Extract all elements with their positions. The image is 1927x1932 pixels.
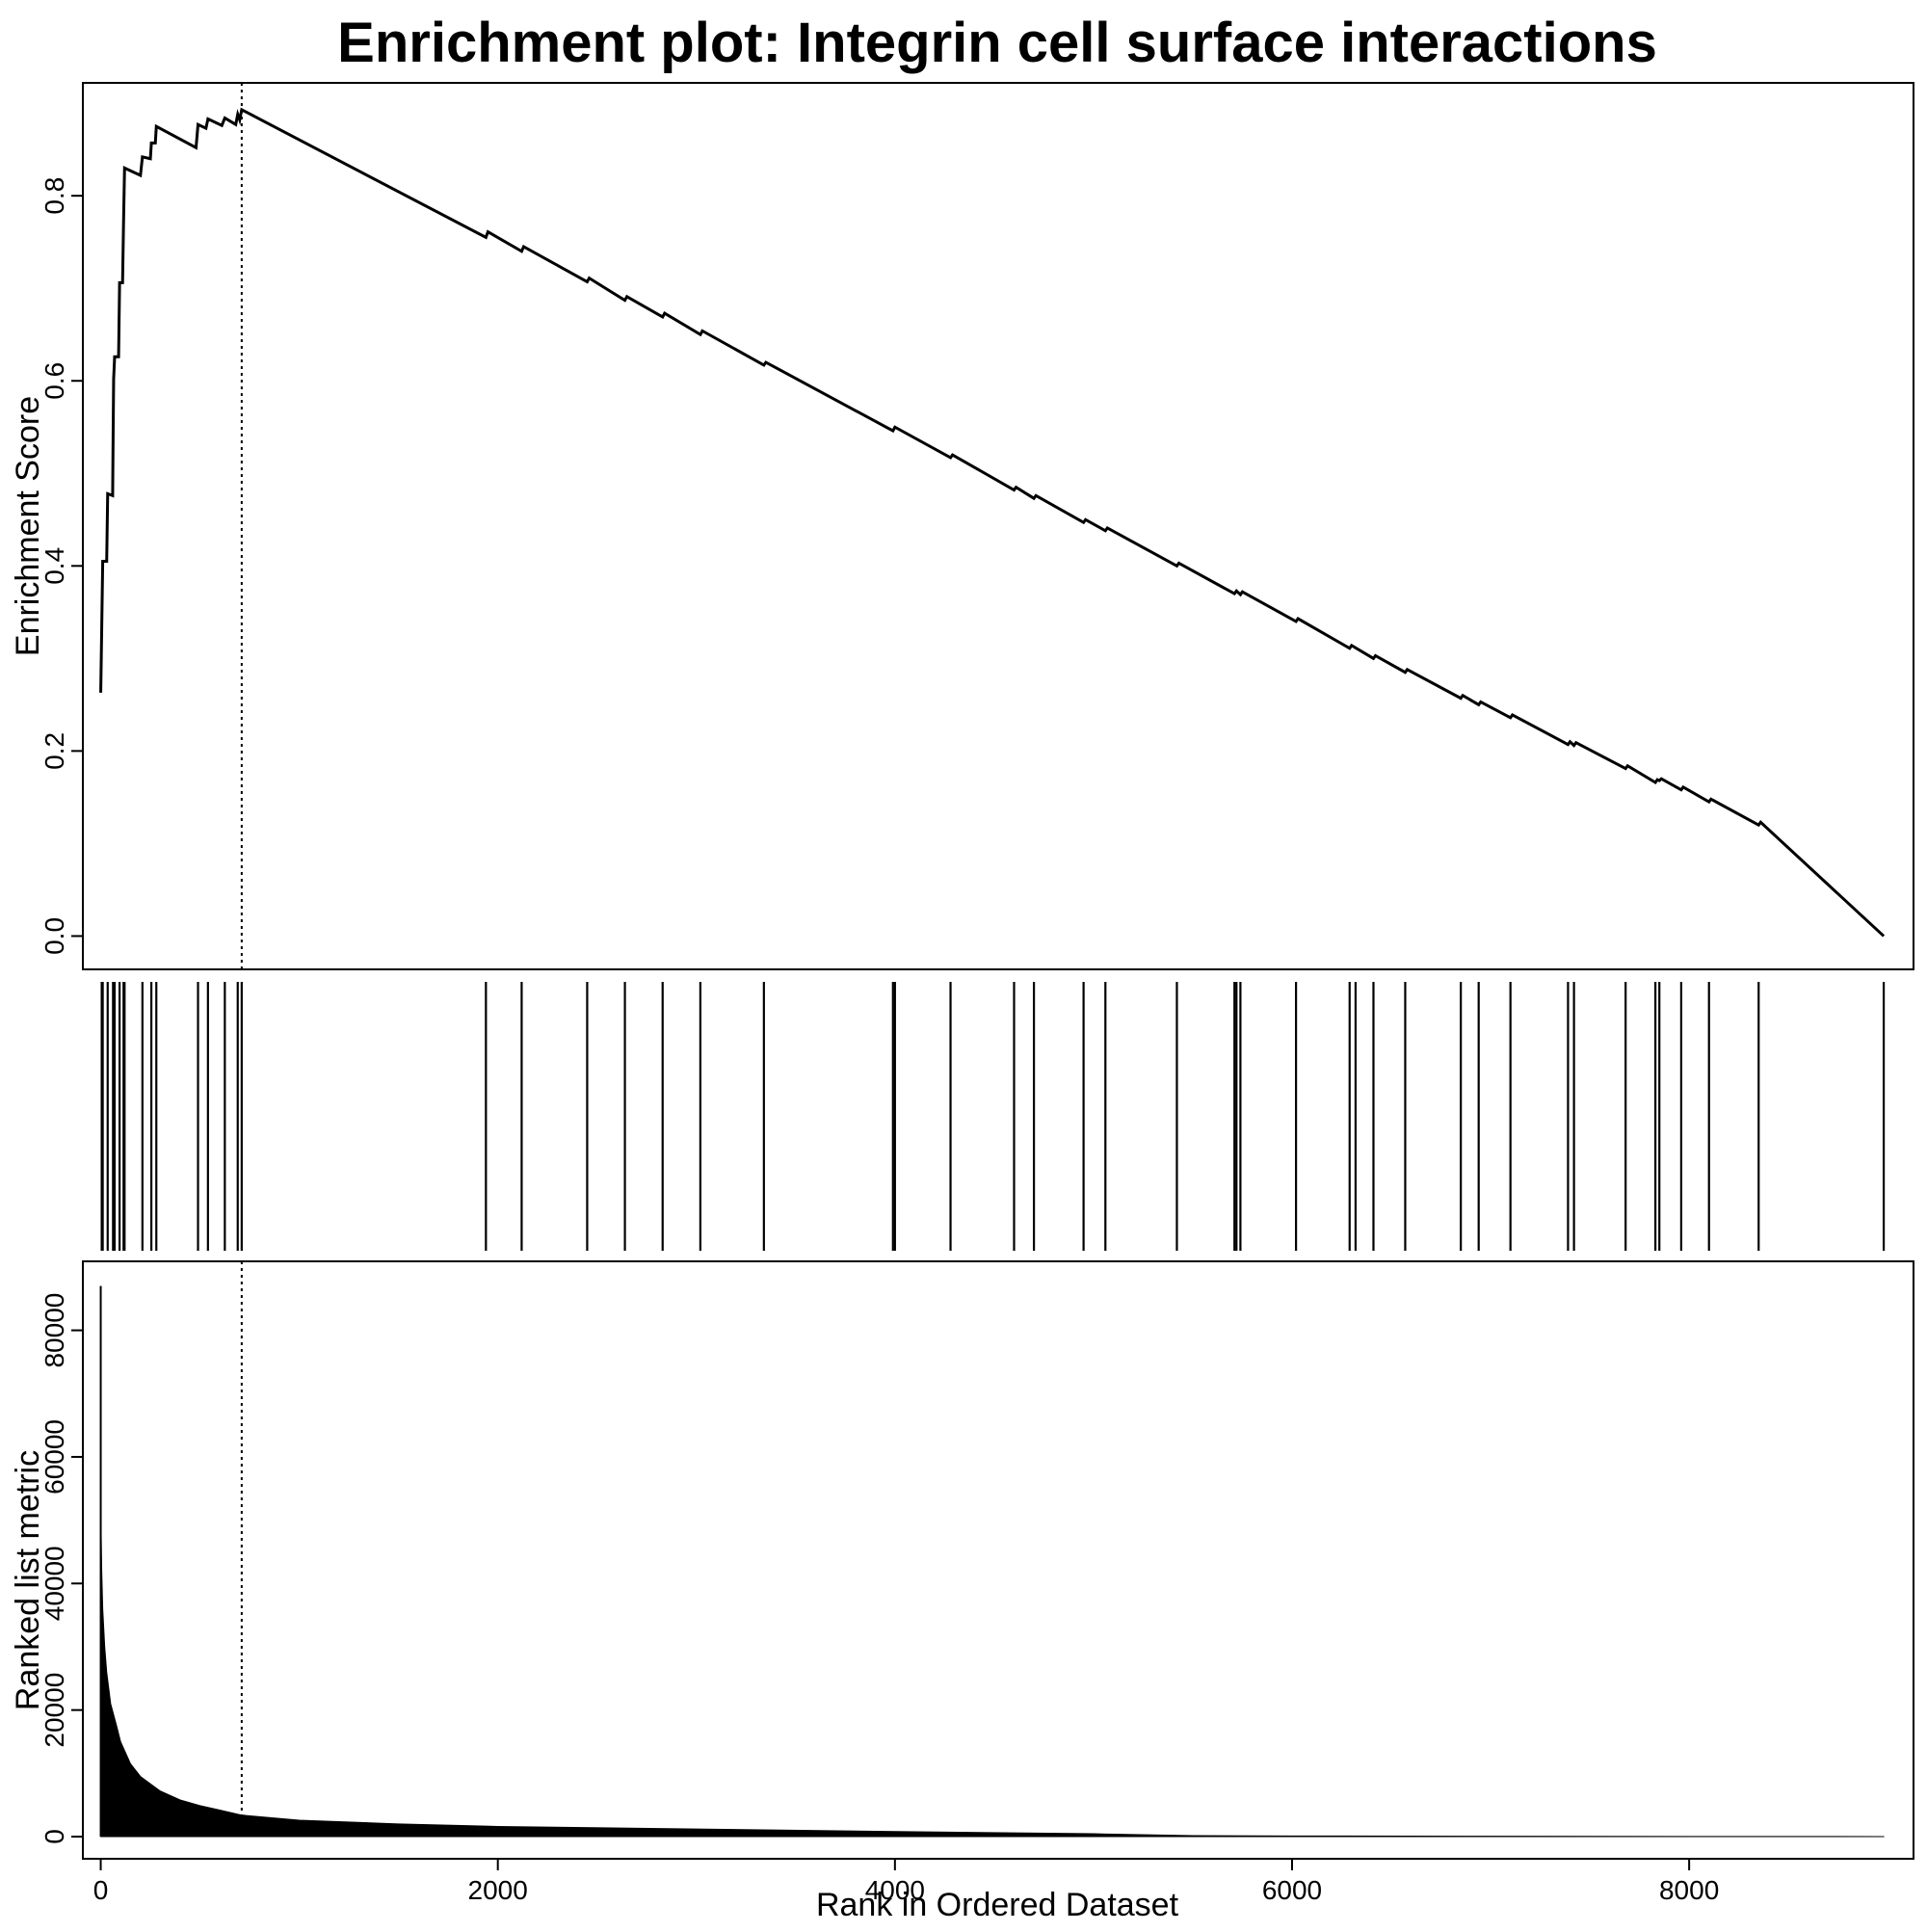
es-y-tick-label: 0.2 bbox=[40, 732, 69, 770]
rank-x-tick-label: 8000 bbox=[1659, 1875, 1719, 1905]
enrichment-score-y-axis: 0.0 0.2 0.4 0.6 0.8 bbox=[40, 177, 83, 955]
ranked-metric-area bbox=[100, 1285, 1885, 1838]
rank-x-tick-label: 4000 bbox=[865, 1875, 925, 1905]
enrichment-score-curve-layer bbox=[99, 83, 1886, 969]
ranked-metric-axis-label: Ranked list metric bbox=[10, 1450, 46, 1710]
es-y-tick-label: 0.6 bbox=[40, 362, 69, 400]
chart-title: Enrichment plot: Integrin cell surface i… bbox=[337, 12, 1657, 74]
metric-y-tick-label: 40000 bbox=[40, 1546, 69, 1621]
metric-y-tick-label: 80000 bbox=[40, 1293, 69, 1368]
gene-hit-barcode bbox=[100, 982, 1886, 1251]
enrichment-score-panel-frame bbox=[82, 82, 1914, 970]
es-y-tick-label: 0.0 bbox=[40, 917, 69, 955]
enrichment-score-axis-label: Enrichment Score bbox=[10, 396, 46, 656]
enrichment-score-line bbox=[99, 107, 1886, 938]
ranked-metric-area-layer bbox=[99, 1261, 1885, 1838]
es-y-tick-label: 0.8 bbox=[40, 177, 69, 215]
ranked-metric-panel-frame bbox=[82, 1260, 1914, 1860]
ranked-metric-y-axis: 0 20000 40000 60000 80000 bbox=[40, 1293, 83, 1844]
es-y-tick-label: 0.4 bbox=[40, 547, 69, 585]
rank-x-axis: 0 2000 4000 6000 8000 bbox=[93, 1859, 1719, 1905]
rank-x-tick-label: 0 bbox=[93, 1875, 109, 1905]
metric-y-tick-label: 20000 bbox=[40, 1673, 69, 1748]
rank-x-tick-label: 6000 bbox=[1262, 1875, 1322, 1905]
rank-x-tick-label: 2000 bbox=[468, 1875, 528, 1905]
metric-y-tick-label: 0 bbox=[40, 1829, 69, 1844]
rank-axis-label: Rank in Ordered Dataset bbox=[816, 1887, 1179, 1923]
metric-y-tick-label: 60000 bbox=[40, 1419, 69, 1495]
